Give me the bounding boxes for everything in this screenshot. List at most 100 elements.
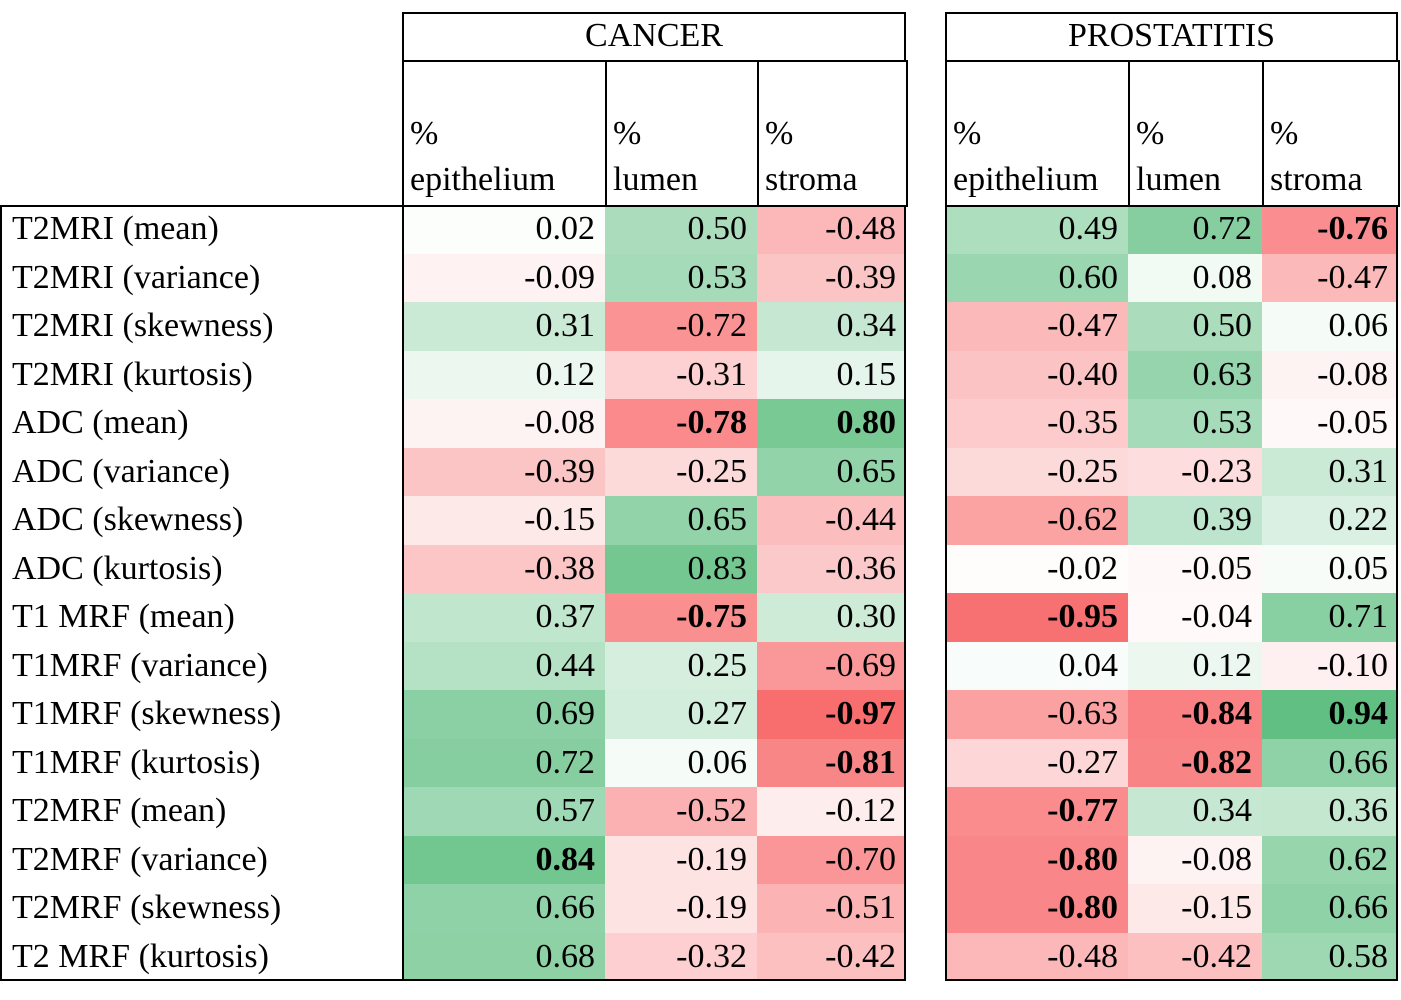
row-label: T2MRI (variance): [12, 258, 261, 296]
value-cell: -0.42: [757, 932, 906, 981]
row-label: T2MRF (mean): [12, 792, 227, 829]
value-cell: 0.66: [1262, 884, 1398, 933]
group-title: PROSTATITIS: [1068, 17, 1275, 54]
value-cell: -0.47: [945, 302, 1128, 351]
value-cell: -0.72: [605, 302, 757, 351]
value-cell: 0.71: [1262, 593, 1398, 642]
value-cell: 0.58: [1262, 932, 1398, 981]
value-cell: 0.34: [757, 302, 906, 351]
value-cell: -0.81: [757, 738, 906, 787]
value-cell: 0.39: [1128, 496, 1262, 545]
value-cell: -0.36: [757, 544, 906, 593]
value-cell: 0.83: [605, 544, 757, 593]
value-cell: 0.15: [757, 350, 906, 399]
row-label: T1 MRF (mean): [12, 598, 235, 635]
value-cell: -0.38: [402, 544, 605, 593]
value-cell: -0.42: [1128, 932, 1262, 981]
value-cell: 0.57: [402, 787, 605, 836]
value-cell: 0.08: [1128, 253, 1262, 302]
value-cell: -0.80: [945, 835, 1128, 884]
row-label: T1MRF (variance): [12, 646, 268, 684]
value-cell: -0.63: [945, 690, 1128, 739]
value-cell: -0.95: [945, 593, 1128, 642]
column-header: % stroma: [1270, 115, 1363, 198]
value-cell: -0.48: [945, 932, 1128, 981]
value-cell: -0.80: [945, 884, 1128, 933]
value-cell: -0.82: [1128, 738, 1262, 787]
value-cell: -0.27: [945, 738, 1128, 787]
value-cell: 0.50: [605, 205, 757, 254]
value-cell: 0.65: [605, 496, 757, 545]
value-cell: -0.51: [757, 884, 906, 933]
value-cell: 0.66: [402, 884, 605, 933]
value-cell: -0.10: [1262, 641, 1398, 690]
value-cell: 0.12: [402, 350, 605, 399]
row-label: T2 MRF (kurtosis): [12, 937, 269, 975]
row-label: ADC (skewness): [12, 501, 244, 538]
value-cell: 0.12: [1128, 641, 1262, 690]
value-cell: 0.65: [757, 447, 906, 496]
column-header: % lumen: [1136, 115, 1221, 198]
value-cell: -0.23: [1128, 447, 1262, 496]
value-cell: 0.44: [402, 641, 605, 690]
value-cell: 0.05: [1262, 544, 1398, 593]
value-cell: -0.78: [605, 399, 757, 448]
value-cell: 0.31: [402, 302, 605, 351]
row-label: ADC (kurtosis): [12, 549, 223, 587]
value-cell: -0.40: [945, 350, 1128, 399]
value-cell: 0.04: [945, 641, 1128, 690]
value-cell: 0.06: [605, 738, 757, 787]
value-cell: 0.53: [605, 253, 757, 302]
value-cell: 0.31: [1262, 447, 1398, 496]
row-label: T2MRI (kurtosis): [12, 355, 253, 393]
column-header: % lumen: [613, 115, 698, 198]
value-cell: 0.27: [605, 690, 757, 739]
value-cell: 0.30: [757, 593, 906, 642]
value-cell: 0.62: [1262, 835, 1398, 884]
value-cell: 0.50: [1128, 302, 1262, 351]
value-cell: -0.12: [757, 787, 906, 836]
value-cell: 0.72: [402, 738, 605, 787]
value-cell: -0.05: [1128, 544, 1262, 593]
value-cell: -0.08: [1262, 350, 1398, 399]
value-cell: 0.36: [1262, 787, 1398, 836]
value-cell: -0.15: [1128, 884, 1262, 933]
value-cell: 0.69: [402, 690, 605, 739]
value-cell: -0.08: [402, 399, 605, 448]
value-cell: -0.19: [605, 884, 757, 933]
value-cell: 0.34: [1128, 787, 1262, 836]
value-cell: -0.09: [402, 253, 605, 302]
value-cell: 0.53: [1128, 399, 1262, 448]
value-cell: -0.04: [1128, 593, 1262, 642]
value-cell: -0.70: [757, 835, 906, 884]
value-cell: -0.35: [945, 399, 1128, 448]
row-label: T2MRF (variance): [12, 840, 268, 878]
value-cell: 0.66: [1262, 738, 1398, 787]
value-cell: -0.75: [605, 593, 757, 642]
value-cell: -0.69: [757, 641, 906, 690]
value-cell: -0.19: [605, 835, 757, 884]
column-header: % epithelium: [953, 115, 1099, 198]
value-cell: -0.25: [945, 447, 1128, 496]
row-label: T2MRF (skewness): [12, 889, 282, 926]
column-header: % epithelium: [410, 115, 556, 198]
value-cell: 0.37: [402, 593, 605, 642]
value-cell: -0.15: [402, 496, 605, 545]
value-cell: 0.72: [1128, 205, 1262, 254]
row-label: ADC (mean): [12, 404, 189, 441]
value-cell: -0.52: [605, 787, 757, 836]
value-cell: 0.60: [945, 253, 1128, 302]
value-cell: 0.84: [402, 835, 605, 884]
value-cell: -0.48: [757, 205, 906, 254]
value-cell: -0.08: [1128, 835, 1262, 884]
value-cell: 0.06: [1262, 302, 1398, 351]
row-label: T2MRI (skewness): [12, 307, 274, 344]
row-label: ADC (variance): [12, 452, 231, 490]
value-cell: -0.25: [605, 447, 757, 496]
row-label: T1MRF (skewness): [12, 695, 282, 732]
value-cell: -0.31: [605, 350, 757, 399]
column-header: % stroma: [765, 115, 858, 198]
value-cell: -0.32: [605, 932, 757, 981]
